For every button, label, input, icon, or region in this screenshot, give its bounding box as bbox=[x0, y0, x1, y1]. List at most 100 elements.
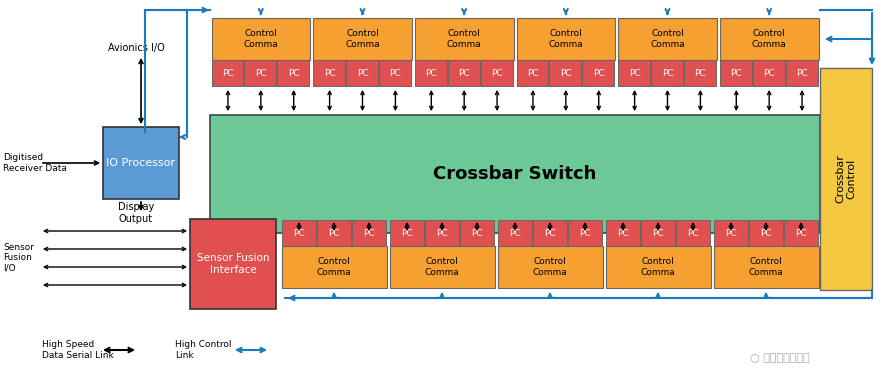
Text: PC: PC bbox=[324, 69, 335, 78]
Text: Sensor
Fusion
I/O: Sensor Fusion I/O bbox=[3, 243, 34, 273]
Bar bbox=[517, 60, 548, 86]
Text: PC: PC bbox=[795, 228, 806, 238]
Text: Control
Comma: Control Comma bbox=[548, 29, 583, 49]
Bar bbox=[786, 60, 817, 86]
Text: PC: PC bbox=[579, 228, 591, 238]
Bar bbox=[713, 246, 819, 288]
Text: Control
Comma: Control Comma bbox=[243, 29, 278, 49]
Bar bbox=[550, 60, 581, 86]
Bar bbox=[640, 220, 674, 246]
Bar bbox=[282, 220, 316, 246]
Bar bbox=[212, 60, 243, 86]
Bar bbox=[244, 60, 276, 86]
Text: PC: PC bbox=[255, 69, 266, 78]
Bar bbox=[390, 220, 424, 246]
Bar bbox=[313, 18, 412, 60]
Text: Digitised
Receiver Data: Digitised Receiver Data bbox=[3, 153, 67, 173]
Bar bbox=[533, 220, 567, 246]
Text: PC: PC bbox=[491, 69, 502, 78]
Bar bbox=[425, 220, 459, 246]
Bar bbox=[618, 60, 650, 86]
Text: PC: PC bbox=[471, 228, 483, 238]
Text: PC: PC bbox=[363, 228, 375, 238]
Text: ○ 雷达通信电子战: ○ 雷达通信电子战 bbox=[750, 353, 810, 363]
Text: PC: PC bbox=[628, 69, 640, 78]
Text: Control
Comma: Control Comma bbox=[345, 29, 380, 49]
Text: Control
Comma: Control Comma bbox=[748, 257, 783, 277]
Bar bbox=[568, 220, 602, 246]
Text: High Speed
Data Serial Link: High Speed Data Serial Link bbox=[42, 340, 114, 360]
Bar bbox=[618, 18, 717, 60]
Bar bbox=[720, 60, 752, 86]
Text: PC: PC bbox=[687, 228, 699, 238]
Bar bbox=[582, 60, 614, 86]
Text: High Control
Link: High Control Link bbox=[175, 340, 232, 360]
Bar bbox=[346, 60, 378, 86]
Bar bbox=[460, 220, 493, 246]
Bar bbox=[497, 220, 532, 246]
Text: Control
Comma: Control Comma bbox=[650, 29, 685, 49]
Bar bbox=[277, 60, 309, 86]
Text: PC: PC bbox=[544, 228, 556, 238]
Bar bbox=[676, 220, 710, 246]
Text: PC: PC bbox=[617, 228, 628, 238]
Bar bbox=[684, 60, 716, 86]
Text: Sensor Fusion
Interface: Sensor Fusion Interface bbox=[197, 253, 269, 275]
Bar bbox=[313, 60, 345, 86]
Bar bbox=[481, 60, 512, 86]
Text: PC: PC bbox=[527, 69, 539, 78]
Bar bbox=[210, 115, 820, 233]
Text: Crossbar
Control: Crossbar Control bbox=[835, 155, 856, 204]
Text: PC: PC bbox=[760, 228, 772, 238]
Bar bbox=[605, 246, 711, 288]
Text: Control
Comma: Control Comma bbox=[447, 29, 482, 49]
Text: PC: PC bbox=[390, 69, 401, 78]
Text: Control
Comma: Control Comma bbox=[533, 257, 568, 277]
Text: PC: PC bbox=[725, 228, 737, 238]
Text: PC: PC bbox=[797, 69, 808, 78]
Bar bbox=[713, 220, 747, 246]
Text: PC: PC bbox=[293, 228, 305, 238]
Text: PC: PC bbox=[288, 69, 299, 78]
Text: PC: PC bbox=[653, 228, 664, 238]
Bar bbox=[651, 60, 683, 86]
Bar bbox=[753, 60, 785, 86]
Bar bbox=[720, 18, 819, 60]
Text: PC: PC bbox=[401, 228, 413, 238]
Text: PC: PC bbox=[763, 69, 775, 78]
Text: PC: PC bbox=[436, 228, 448, 238]
Bar bbox=[783, 220, 817, 246]
Bar bbox=[517, 18, 615, 60]
Text: Control
Comma: Control Comma bbox=[752, 29, 787, 49]
Bar bbox=[390, 246, 494, 288]
Text: Control
Comma: Control Comma bbox=[316, 257, 351, 277]
Bar bbox=[748, 220, 782, 246]
Bar bbox=[103, 127, 179, 199]
Bar bbox=[351, 220, 385, 246]
Text: Crossbar Switch: Crossbar Switch bbox=[434, 165, 596, 183]
Bar bbox=[316, 220, 350, 246]
Text: PC: PC bbox=[662, 69, 673, 78]
Text: PC: PC bbox=[459, 69, 470, 78]
Text: Control
Comma: Control Comma bbox=[425, 257, 460, 277]
Bar bbox=[497, 246, 603, 288]
Text: Control
Comma: Control Comma bbox=[641, 257, 675, 277]
Text: Avionics I/O: Avionics I/O bbox=[107, 43, 164, 53]
Text: IO Processor: IO Processor bbox=[106, 158, 175, 168]
Text: PC: PC bbox=[357, 69, 368, 78]
Bar bbox=[190, 219, 276, 309]
Bar bbox=[820, 68, 872, 290]
Text: PC: PC bbox=[222, 69, 233, 78]
Bar bbox=[212, 18, 310, 60]
Text: PC: PC bbox=[426, 69, 437, 78]
Bar bbox=[415, 60, 447, 86]
Text: PC: PC bbox=[510, 228, 521, 238]
Bar bbox=[379, 60, 411, 86]
Text: Display
Output: Display Output bbox=[118, 202, 154, 224]
Text: PC: PC bbox=[328, 228, 340, 238]
Bar bbox=[415, 18, 513, 60]
Bar bbox=[605, 220, 639, 246]
Text: PC: PC bbox=[730, 69, 742, 78]
Text: PC: PC bbox=[695, 69, 706, 78]
Bar bbox=[448, 60, 479, 86]
